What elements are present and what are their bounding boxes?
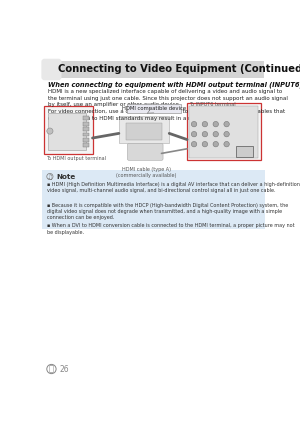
Text: HDMI compatible device: HDMI compatible device	[122, 106, 186, 111]
Circle shape	[202, 142, 208, 147]
FancyBboxPatch shape	[83, 127, 89, 131]
Text: ▪ HDMI (High Definition Multimedia Interface) is a digital AV interface that can: ▪ HDMI (High Definition Multimedia Inter…	[47, 182, 300, 193]
FancyBboxPatch shape	[119, 116, 169, 143]
Circle shape	[202, 122, 208, 127]
Text: ▪ Because it is compatible with the HDCP (High-bandwidth Digital Content Protect: ▪ Because it is compatible with the HDCP…	[47, 203, 288, 220]
FancyBboxPatch shape	[128, 143, 163, 160]
FancyBboxPatch shape	[83, 116, 89, 120]
FancyBboxPatch shape	[83, 143, 89, 147]
Circle shape	[224, 122, 229, 127]
Circle shape	[213, 122, 218, 127]
FancyBboxPatch shape	[126, 123, 162, 140]
FancyBboxPatch shape	[83, 138, 89, 142]
FancyBboxPatch shape	[236, 147, 253, 157]
FancyBboxPatch shape	[187, 102, 261, 160]
FancyBboxPatch shape	[41, 59, 62, 80]
FancyBboxPatch shape	[189, 106, 258, 158]
Circle shape	[224, 131, 229, 137]
FancyBboxPatch shape	[44, 106, 92, 154]
Text: HDMI is a new specialized interface capable of delivering a video and audio sign: HDMI is a new specialized interface capa…	[48, 89, 288, 121]
FancyBboxPatch shape	[42, 170, 266, 229]
Circle shape	[191, 131, 197, 137]
Text: Ⓔ: Ⓔ	[49, 365, 54, 374]
Text: Connecting to Video Equipment (Continued): Connecting to Video Equipment (Continued…	[58, 65, 300, 74]
Text: HDMI cable (type A)
(commercially available): HDMI cable (type A) (commercially availa…	[116, 167, 176, 178]
Circle shape	[191, 142, 197, 147]
Text: Note: Note	[56, 174, 75, 180]
FancyBboxPatch shape	[48, 113, 86, 150]
Circle shape	[202, 131, 208, 137]
Circle shape	[224, 142, 229, 147]
Circle shape	[47, 128, 53, 134]
FancyBboxPatch shape	[83, 133, 89, 136]
Text: To HDMI output terminal: To HDMI output terminal	[46, 156, 106, 161]
Circle shape	[213, 142, 218, 147]
Text: ♫: ♫	[47, 173, 53, 179]
FancyBboxPatch shape	[48, 61, 264, 78]
Text: When connecting to equipment with HDMI output terminal (INPUT6): When connecting to equipment with HDMI o…	[48, 82, 300, 88]
Circle shape	[191, 122, 197, 127]
Text: To INPUT6 terminal: To INPUT6 terminal	[189, 102, 236, 107]
FancyBboxPatch shape	[83, 122, 89, 126]
Text: ▪ When a DVI to HDMI conversion cable is connected to the HDMI terminal, a prope: ▪ When a DVI to HDMI conversion cable is…	[47, 224, 294, 235]
FancyBboxPatch shape	[127, 104, 181, 113]
Circle shape	[213, 131, 218, 137]
Text: 26: 26	[59, 365, 69, 374]
